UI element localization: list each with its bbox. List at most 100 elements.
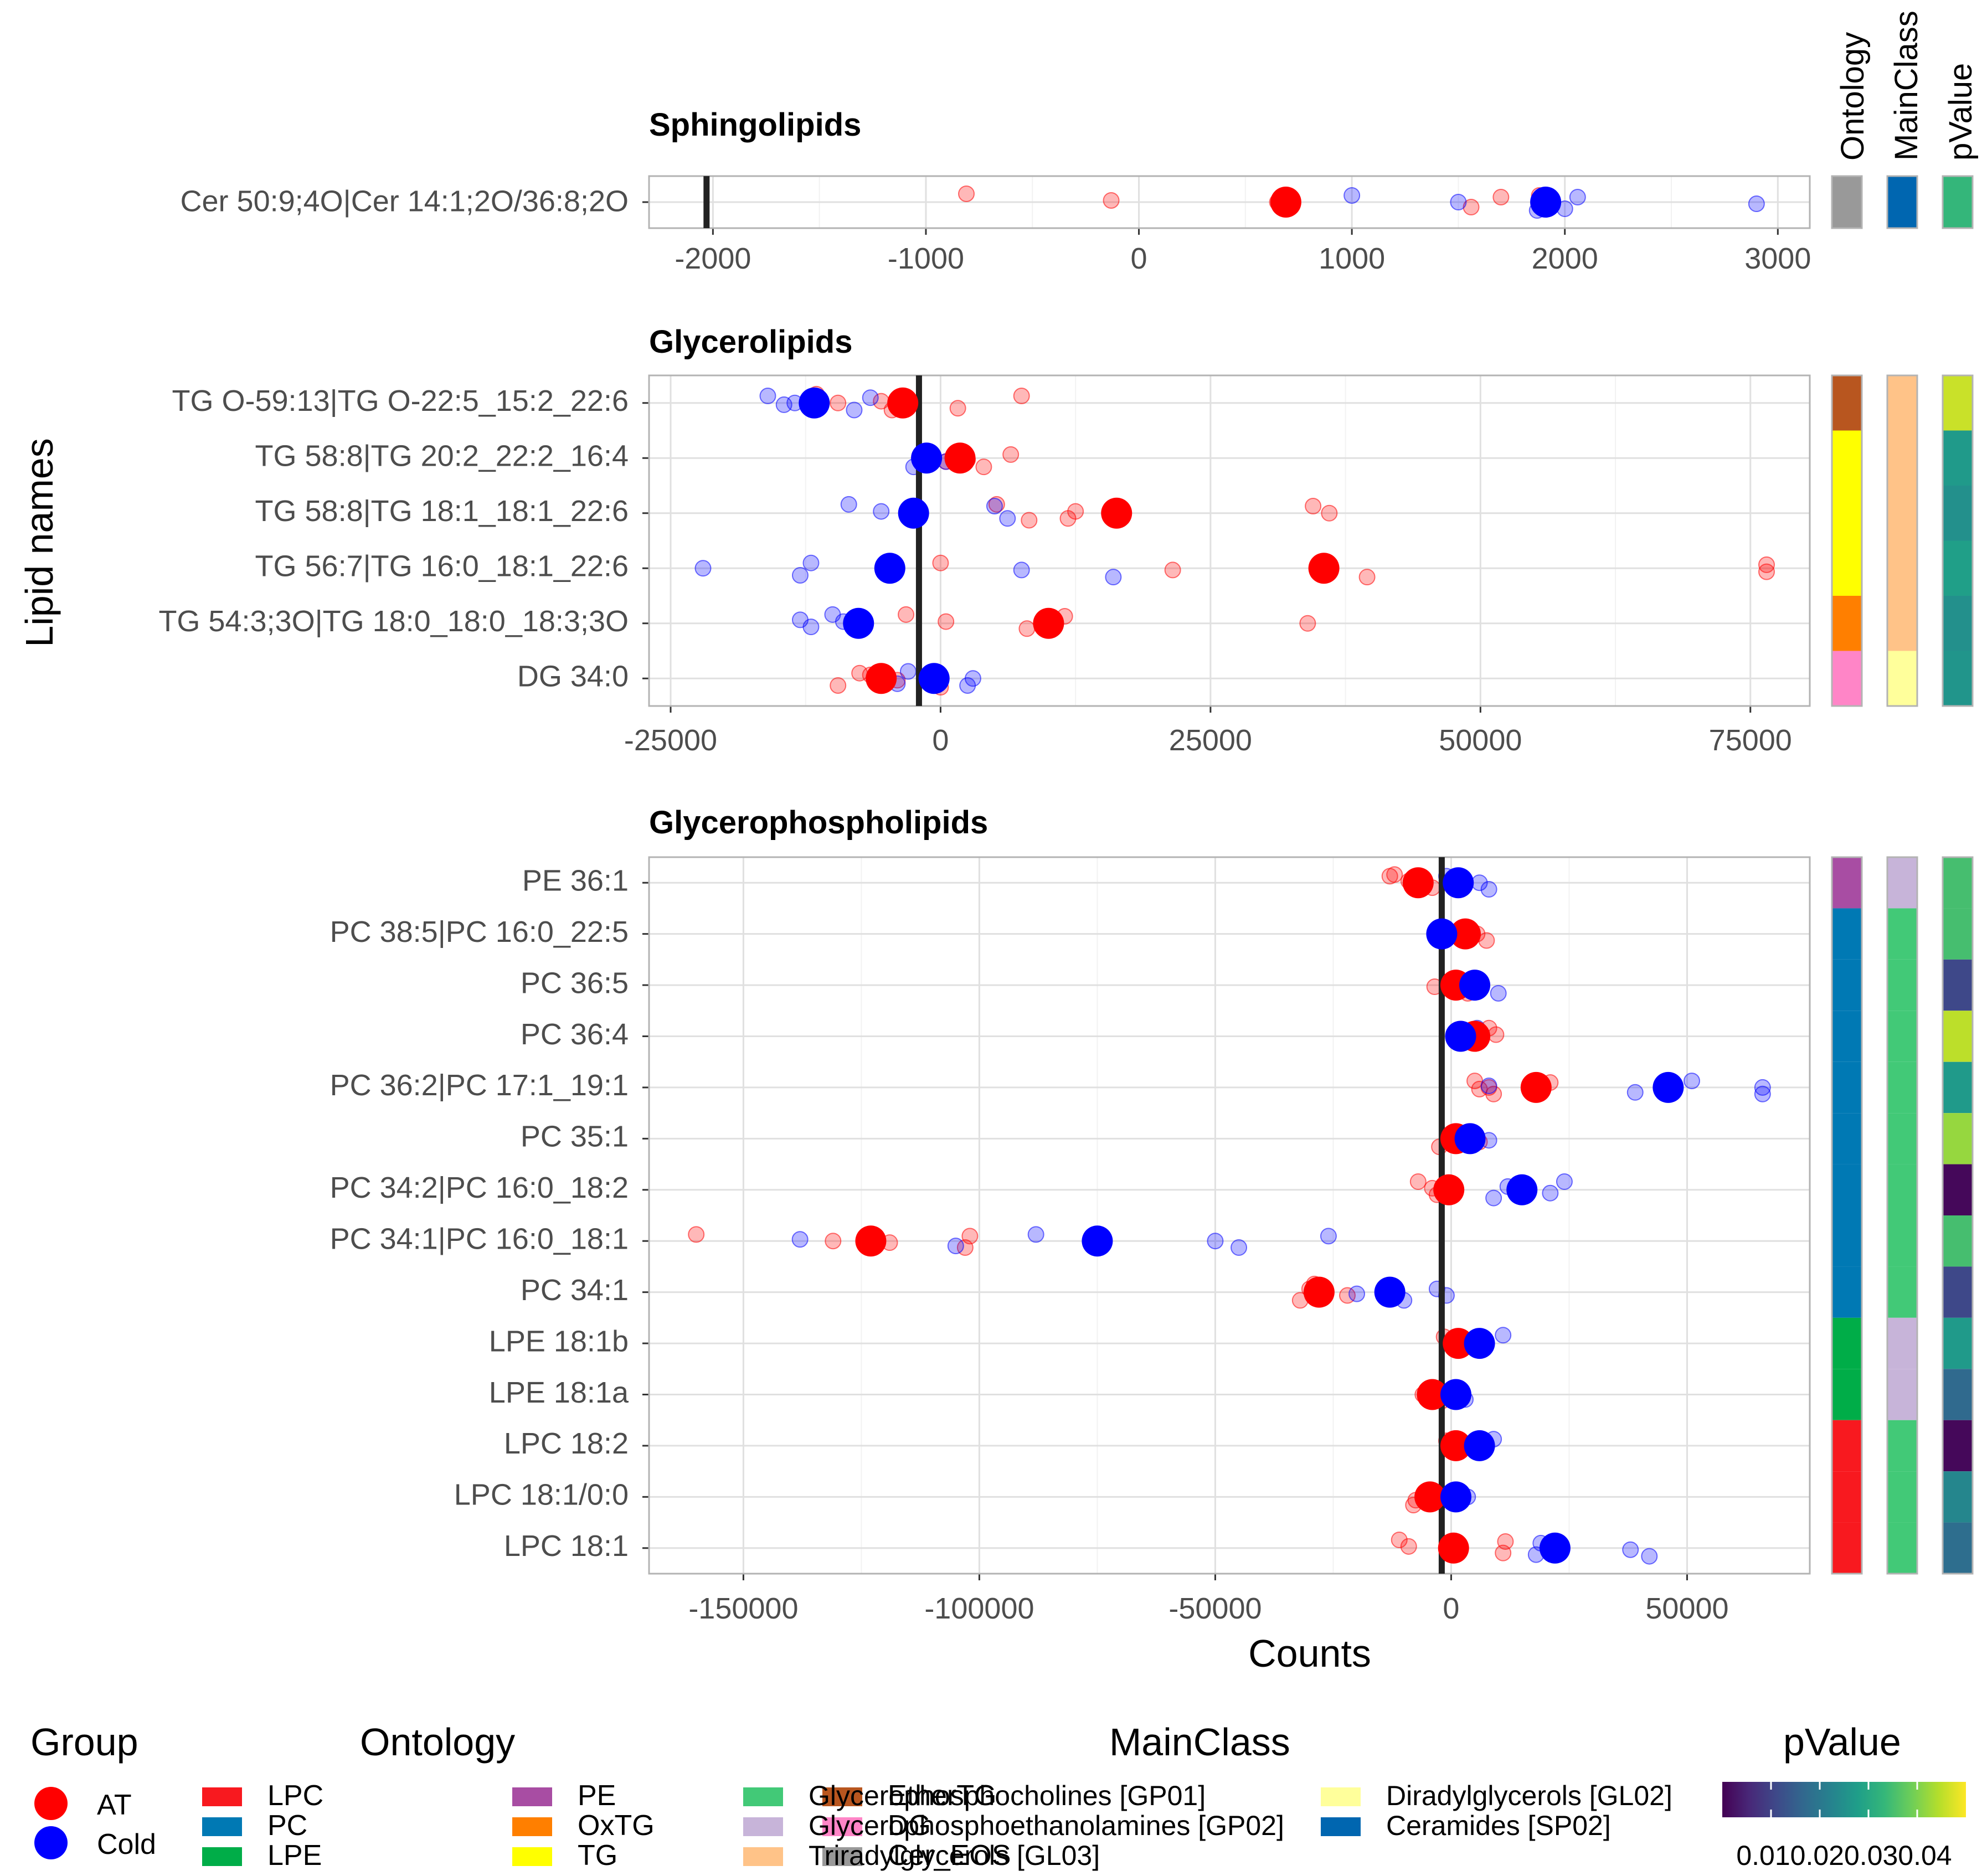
panel-glycerolipids-xlabels: -25000 0 25000 50000 75000: [624, 724, 1792, 757]
mean-point-at: [1433, 1174, 1465, 1205]
pvalue-colorbar: [1722, 1782, 1966, 1817]
legend-mainclass-keys: [743, 1787, 1361, 1866]
strip-mainclass-cell: [1887, 176, 1917, 228]
mean-point-cold: [1464, 1328, 1495, 1359]
mean-point-cold: [911, 442, 943, 474]
strip-frame: [1886, 175, 1918, 229]
replicate-point-cold: [1569, 188, 1586, 205]
replicate-point-cold: [840, 496, 857, 513]
mean-point-at: [1303, 1276, 1335, 1308]
mean-point-at: [1417, 1379, 1448, 1410]
legend-key-at: [34, 1787, 68, 1820]
replicate-point-at: [1758, 556, 1775, 573]
replicate-point-cold: [1542, 1184, 1559, 1202]
y-tick-label: PC 38:5|PC 16:0_22:5: [330, 915, 629, 949]
legend-key-ontology: [822, 1787, 862, 1806]
mean-point-at: [1520, 1071, 1552, 1103]
x-tick-label: 3000: [1744, 242, 1811, 275]
mean-point-cold: [1652, 1071, 1684, 1103]
panel-sphingolipids: Sphingolipids Cer 50:9;4O|Cer 14:1;2O/36…: [181, 107, 1974, 275]
y-tick-label: PC 34:2|PC 16:0_18:2: [330, 1171, 629, 1204]
x-tick-label: -150000: [688, 1592, 798, 1625]
x-tick-label: 2000: [1532, 242, 1598, 275]
replicate-point-cold: [1348, 1285, 1366, 1302]
y-tick-label: Cer 50:9;4O|Cer 14:1;2O/36:8;2O: [181, 184, 629, 218]
strip-mainclass-cell: [1887, 1266, 1917, 1318]
strip-mainclass-cell: [1887, 1113, 1917, 1164]
replicate-point-at: [1299, 615, 1316, 632]
legend-label: Cer_EOS: [888, 1839, 1011, 1872]
legend-label: Triradylglycerols [GL03]: [809, 1840, 1100, 1871]
strip-label-mainclass: MainClass: [1888, 11, 1924, 161]
replicate-point-at: [825, 1233, 842, 1250]
y-tick-label: TG 58:8|TG 20:2_22:2_16:4: [255, 440, 629, 473]
y-tick-label: PC 36:2|PC 17:1_19:1: [330, 1069, 629, 1102]
strip-pvalue-cell: [1943, 540, 1973, 596]
replicate-point-cold: [1343, 187, 1361, 204]
strip-pvalue-cell: [1943, 651, 1973, 706]
replicate-point-cold: [694, 560, 712, 577]
replicate-point-cold: [1748, 195, 1765, 213]
mean-point-at: [1450, 918, 1481, 950]
replicate-point-cold: [759, 388, 776, 405]
legend-label: EtherTG: [888, 1780, 997, 1812]
y-tick-label: TG 54:3;3O|TG 18:0_18:0_18:3;3O: [158, 605, 629, 638]
replicate-point-cold: [1754, 1085, 1771, 1102]
mean-point-cold: [1082, 1225, 1113, 1257]
legend-key-mainclass: [743, 1847, 783, 1866]
legend-key-mainclass: [743, 1817, 783, 1836]
strip-pvalue-cell: [1943, 1522, 1973, 1574]
mean-point-cold: [1443, 867, 1474, 899]
mean-point-at: [1440, 1430, 1471, 1461]
strip-ontology-cell: [1832, 1471, 1862, 1523]
y-axis-title: Lipid names: [18, 438, 61, 647]
strip-frame: [1886, 374, 1918, 707]
x-tick-label: -50000: [1168, 1592, 1262, 1625]
y-tick-label: LPE 18:1b: [489, 1324, 629, 1358]
legend-group: Group AT Cold: [30, 1720, 156, 1860]
replicate-point-at: [1391, 1531, 1408, 1548]
strip-ontology-cell: [1832, 959, 1862, 1011]
replicate-point-cold: [1754, 1079, 1771, 1096]
mean-point-cold: [1539, 1532, 1571, 1564]
panel-glycerolipids: Glycerolipids TG O-59:13|TG O-22:5_15:2_…: [158, 324, 1974, 757]
mean-point-cold: [843, 607, 874, 639]
legend-key-ontology: [202, 1817, 242, 1836]
mean-point-cold: [1459, 970, 1491, 1001]
legend-ontology-title: Ontology: [360, 1720, 515, 1764]
strip-pvalue-cell: [1943, 1011, 1973, 1062]
legend-label: PC: [267, 1810, 307, 1842]
panel-glycerolipids-points: [694, 375, 1775, 706]
panel-frame: [648, 856, 1811, 1575]
y-tick-label: PC 34:1|PC 16:0_18:1: [330, 1222, 629, 1255]
panel-border: [648, 856, 1811, 1575]
strip-pvalue-cell: [1943, 1420, 1973, 1472]
panel-title-glycerolipids: Glycerolipids: [649, 324, 852, 360]
mean-point-cold: [1530, 187, 1562, 218]
x-tick-label: -25000: [624, 724, 717, 757]
strip-mainclass-cell: [1887, 1011, 1917, 1062]
replicate-point-at: [1059, 510, 1077, 527]
strip-frame: [1886, 856, 1918, 1575]
y-tick-label: PC 35:1: [521, 1120, 629, 1153]
replicate-point-at: [688, 1226, 705, 1243]
legend-label-at: AT: [97, 1789, 132, 1821]
y-tick-label: TG 56:7|TG 16:0_18:1_22:6: [255, 550, 629, 583]
strip-mainclass-cell: [1887, 430, 1917, 486]
legend-key-ontology: [512, 1847, 552, 1866]
replicate-point-at: [1164, 561, 1181, 579]
legend-key-ontology: [202, 1847, 242, 1866]
strip-pvalue-cell: [1943, 1317, 1973, 1369]
x-tick-label: 0: [1131, 242, 1147, 275]
replicate-point-at: [958, 185, 975, 202]
strip-ontology-cell: [1832, 375, 1862, 431]
strip-ontology-cell: [1832, 1215, 1862, 1267]
legend-key-ontology: [512, 1817, 552, 1836]
replicate-point-at: [1018, 620, 1036, 637]
strip-mainclass-cell: [1887, 1522, 1917, 1574]
replicate-point-cold: [862, 389, 879, 406]
panel-frame: [648, 374, 1811, 707]
legend-label: Diradylglycerols [GL02]: [1386, 1780, 1672, 1811]
legend-label-cold: Cold: [97, 1828, 156, 1860]
replicate-point-cold: [846, 401, 863, 419]
